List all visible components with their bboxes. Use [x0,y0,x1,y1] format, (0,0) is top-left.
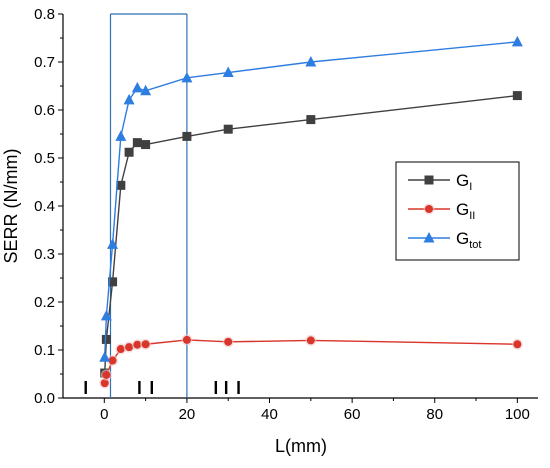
legend-label: Gtot [456,229,481,251]
data-point [108,356,117,365]
x-tick-label: 40 [261,406,278,423]
data-point [132,138,142,148]
y-tick-label: 0.2 [34,294,55,311]
legend: GI GII Gtot [395,161,520,261]
y-tick-label: 0.8 [34,6,55,23]
data-point [141,140,151,150]
data-point [116,345,125,354]
data-point [133,340,142,349]
data-point [181,71,193,83]
data-point [116,180,126,190]
data-point [306,115,316,125]
legend-item: Gtot [408,229,481,251]
y-tick-label: 0.0 [34,390,55,407]
x-tick-label: 0 [100,406,108,423]
bar-tick-marks [84,381,240,394]
data-point [223,124,233,134]
data-point [182,335,191,344]
data-point [125,343,134,352]
data-point [100,379,109,388]
y-tick-label: 0.1 [34,342,55,359]
y-axis-title: SERR (N/mm) [1,149,21,264]
data-point [513,340,522,349]
series-group [99,35,523,389]
x-tick-label: 80 [426,406,443,423]
series-glow [104,339,518,384]
data-point [100,309,112,321]
legend-label: GI [456,171,472,193]
data-point [224,337,233,346]
y-tick-label: 0.5 [34,150,55,167]
y-tick-label: 0.3 [34,246,55,263]
data-point [306,336,315,345]
data-point [101,334,111,344]
y-tick-label: 0.7 [34,54,55,71]
legend-marker [423,232,435,243]
series-line [104,339,518,384]
data-point [305,56,317,67]
data-point [222,66,234,78]
x-tick-label: 20 [179,406,196,423]
data-point [131,81,143,93]
data-point [99,351,111,362]
legend-item: GII [408,200,475,222]
y-tick-label: 0.6 [34,102,55,119]
data-point [115,130,127,141]
data-point [123,93,135,105]
data-point [102,370,111,379]
data-point [141,340,150,349]
data-point [182,131,192,141]
legend-items: GI GII Gtot [408,171,481,251]
data-point [107,238,119,249]
x-axis-title: L(mm) [275,436,327,456]
legend-label: GII [456,200,475,222]
data-point [512,91,522,101]
x-tick-label: 60 [344,406,361,423]
series-g-ii [99,334,523,389]
data-point [140,84,152,96]
legend-marker [424,175,434,185]
y-tick-label: 0.4 [34,198,55,215]
legend-item: GI [408,171,472,193]
data-point [124,147,134,157]
data-point [108,277,118,287]
data-point [511,35,523,47]
x-tick-label: 100 [505,406,530,423]
legend-box [395,161,520,261]
axis-ticks: 0.0 0.1 0.2 0.3 0.4 0.5 0.6 0.7 0.8 0 20 40 60 80 100 [34,6,530,423]
legend-marker [425,205,433,213]
series-g-tot [99,35,523,362]
